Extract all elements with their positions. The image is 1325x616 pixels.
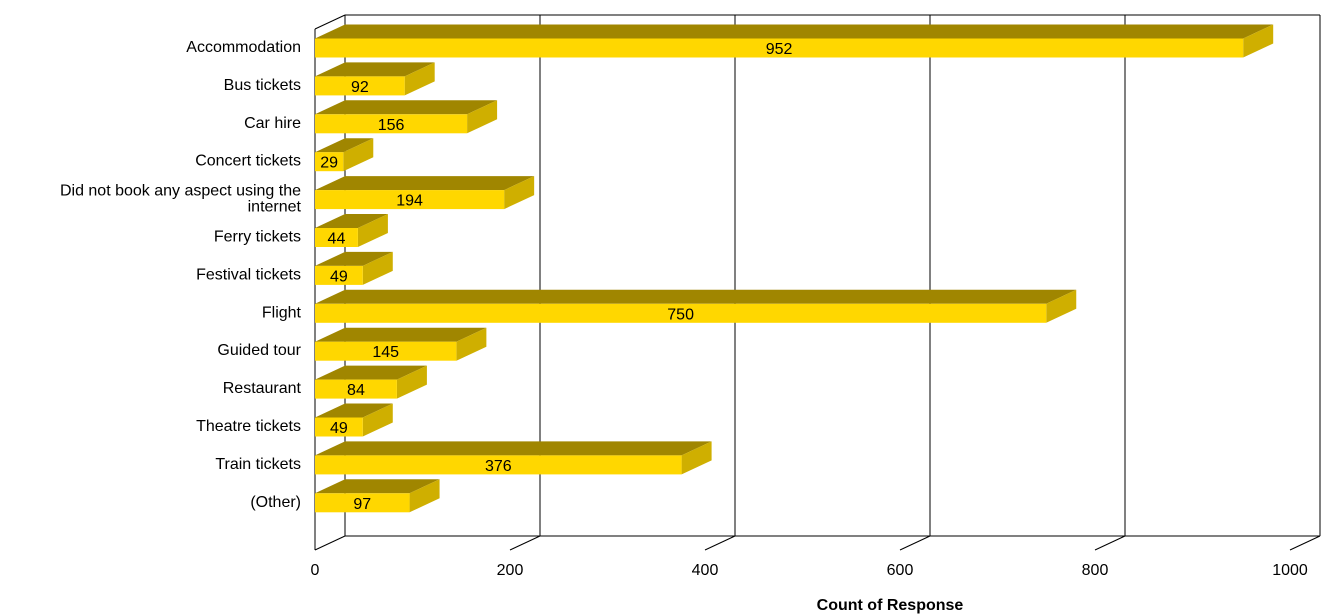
bar-value-label: 29	[320, 155, 338, 172]
category-label: Ferry tickets	[214, 229, 301, 246]
x-tick-label: 800	[1082, 562, 1109, 579]
category-label: Concert tickets	[195, 153, 301, 170]
bar-value-label: 92	[351, 79, 369, 96]
bar: 145	[315, 327, 487, 361]
bar-top-face	[315, 289, 1077, 304]
bar-front-face	[315, 228, 358, 247]
bar: 750	[315, 289, 1077, 323]
bar-front-face	[315, 379, 397, 399]
bar-value-label: 156	[378, 117, 405, 134]
bar-side-face	[504, 176, 535, 210]
bar: 29	[315, 138, 374, 172]
x-tick-label: 200	[497, 562, 524, 579]
bar-value-label: 84	[347, 382, 365, 399]
bar-front-face	[315, 303, 1047, 323]
bar-top-face	[315, 479, 440, 494]
bar: 44	[315, 214, 388, 248]
bar-side-face	[409, 479, 440, 513]
floor-gridline	[1289, 535, 1321, 551]
bar-front-face	[315, 152, 344, 172]
bar-side-face	[467, 100, 498, 134]
category-label: Car hire	[244, 115, 301, 132]
bar-front-face	[315, 493, 410, 513]
bar-front-face	[315, 341, 457, 361]
category-label: Accommodation	[186, 39, 301, 56]
bars-layer: 952 92 156 29 194 44 49 750 145 84 49 376 97	[315, 24, 1274, 513]
bar-front-face	[315, 417, 363, 437]
bar-top-face	[315, 327, 487, 342]
bar-top-face	[315, 62, 435, 77]
bar: 376	[315, 441, 712, 475]
category-label: Festival tickets	[196, 266, 301, 283]
bar: 194	[315, 176, 535, 210]
floor-gridline	[899, 535, 931, 551]
category-label: (Other)	[250, 494, 301, 511]
bar-value-label: 44	[328, 231, 346, 248]
bar-front-face	[315, 38, 1244, 58]
bar-side-face	[681, 441, 712, 475]
floor-gridline	[1094, 535, 1126, 551]
bar-top-face	[315, 24, 1274, 39]
bar-side-face	[396, 365, 427, 399]
x-axis-title: Count of Response	[817, 597, 964, 614]
side-wall-top	[314, 14, 346, 30]
bar-value-label: 750	[667, 306, 694, 323]
bar-top-face	[315, 176, 535, 191]
bar-side-face	[362, 403, 393, 437]
x-tick-label: 1000	[1272, 562, 1308, 579]
bar-value-label: 376	[485, 458, 512, 475]
category-label: Train tickets	[215, 456, 301, 473]
x-tick-label: 600	[887, 562, 914, 579]
bar-side-face	[357, 214, 388, 247]
bar-front-face	[315, 190, 505, 210]
category-label: Flight	[262, 304, 302, 321]
bar-side-face	[404, 62, 435, 96]
bar-side-face	[456, 327, 487, 361]
bar: 97	[315, 479, 440, 513]
floor-gridline	[314, 535, 346, 551]
bar-value-label: 952	[766, 41, 793, 58]
bar-value-label: 97	[353, 496, 371, 513]
bar-value-label: 145	[372, 344, 399, 361]
category-label: Restaurant	[223, 380, 302, 397]
bar-side-face	[343, 138, 374, 172]
bar: 84	[315, 365, 427, 399]
bar-side-face	[1243, 24, 1274, 58]
bar-top-face	[315, 251, 393, 266]
bar: 952	[315, 24, 1274, 58]
bar-top-face	[315, 138, 374, 153]
floor-gridline	[704, 535, 736, 551]
bar-side-face	[1046, 289, 1077, 323]
bar: 92	[315, 62, 435, 96]
bar: 156	[315, 100, 498, 134]
category-label: Bus tickets	[224, 77, 301, 94]
bar-top-face	[315, 441, 712, 456]
bar-side-face	[362, 251, 393, 285]
bar-top-face	[315, 100, 498, 115]
bar-value-label: 49	[330, 420, 348, 437]
category-label: Guided tour	[217, 342, 301, 359]
x-tick-label: 400	[692, 562, 719, 579]
bar-front-face	[315, 114, 468, 134]
x-tick-labels: 0 200 400 600 800 1000	[311, 562, 1308, 579]
bar-front-face	[315, 76, 405, 96]
bar-value-label: 194	[396, 193, 423, 210]
bar-top-face	[315, 403, 393, 418]
category-label: Did not book any aspect using the interne…	[60, 183, 302, 216]
bar-front-face	[315, 455, 682, 475]
bar-top-face	[315, 365, 427, 380]
bar-top-face	[315, 214, 388, 228]
x-tick-label: 0	[311, 562, 320, 579]
bar: 49	[315, 251, 393, 285]
category-labels: Accommodation Bus tickets Car hire Concert …	[60, 39, 302, 511]
bar-front-face	[315, 265, 363, 285]
bar: 49	[315, 403, 393, 437]
floor-gridline	[509, 535, 541, 551]
bar-value-label: 49	[330, 268, 348, 285]
category-label: Theatre tickets	[196, 418, 301, 435]
